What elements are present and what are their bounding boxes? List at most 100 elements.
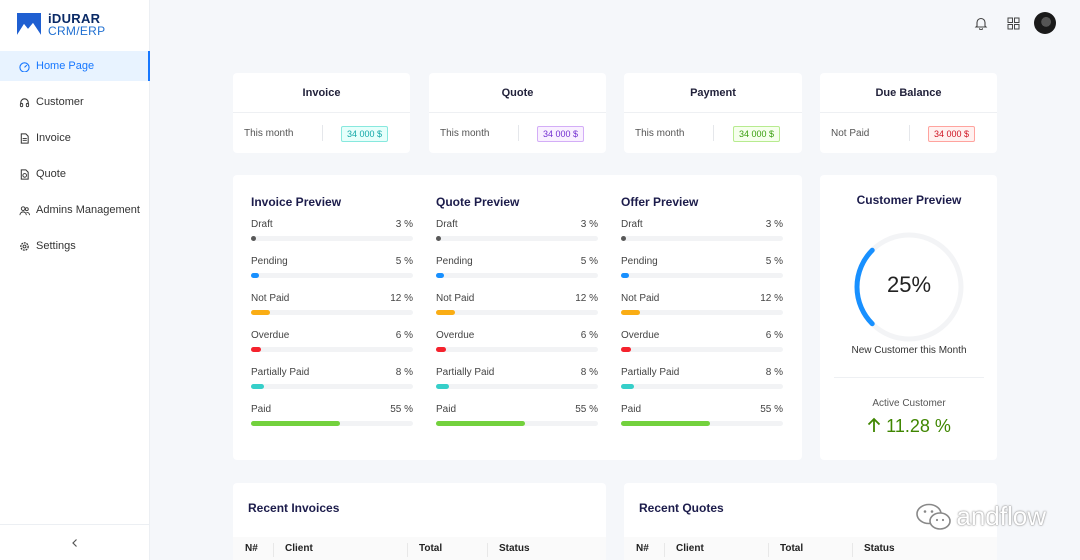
column-header[interactable]: N# bbox=[636, 543, 649, 554]
notifications-button[interactable] bbox=[970, 12, 992, 34]
progress-fill bbox=[436, 347, 446, 352]
logo[interactable]: iDURAR CRM/ERP bbox=[16, 12, 105, 38]
stat-title: Quote bbox=[429, 73, 606, 113]
recent-invoices-title: Recent Invoices bbox=[248, 501, 340, 515]
column-header[interactable]: Client bbox=[664, 537, 768, 560]
sidebar-item-label: Quote bbox=[36, 168, 66, 180]
column-header[interactable]: Status bbox=[487, 537, 563, 560]
progress-percent: 55 % bbox=[390, 404, 413, 415]
progress-label: Not Paid bbox=[251, 293, 290, 304]
column-header[interactable]: Status bbox=[852, 537, 928, 560]
column-header[interactable]: Client bbox=[273, 537, 407, 560]
customer-percent: 25% bbox=[886, 272, 932, 297]
sidebar-item-label: Home Page bbox=[36, 60, 95, 72]
sidebar-item-settings[interactable]: Settings bbox=[0, 231, 150, 261]
progress-percent: 55 % bbox=[760, 404, 783, 415]
progress-row: Draft 3 % bbox=[621, 219, 783, 256]
progress-label: Partially Paid bbox=[436, 367, 495, 378]
customer-progress-gauge bbox=[854, 232, 964, 342]
progress-fill bbox=[251, 236, 256, 241]
preview-column: Offer Preview Draft 3 % Pending 5 % Not Paid 1… bbox=[621, 195, 783, 441]
sidebar-item-invoice[interactable]: Invoice bbox=[0, 123, 150, 153]
progress-fill bbox=[251, 384, 264, 389]
progress-row: Pending 5 % bbox=[251, 256, 413, 293]
progress-track bbox=[621, 310, 783, 315]
sidebar-item-label: Admins Management bbox=[36, 204, 140, 216]
progress-fill bbox=[621, 421, 711, 426]
sidebar-item-customer[interactable]: Customer bbox=[0, 87, 150, 117]
progress-fill bbox=[436, 236, 441, 241]
preview-column: Quote Preview Draft 3 % Pending 5 % Not Paid 1… bbox=[436, 195, 598, 441]
progress-track bbox=[251, 421, 413, 426]
progress-label: Partially Paid bbox=[251, 367, 310, 378]
progress-percent: 6 % bbox=[580, 330, 598, 341]
preview-title: Quote Preview bbox=[436, 195, 520, 209]
progress-percent: 12 % bbox=[390, 293, 413, 304]
progress-track bbox=[436, 347, 598, 352]
progress-row: Partially Paid 8 % bbox=[436, 367, 598, 404]
recent-quotes-card: Recent Quotes N# Client Total Status bbox=[624, 483, 997, 560]
progress-label: Pending bbox=[436, 256, 473, 267]
progress-track bbox=[436, 384, 598, 389]
progress-percent: 8 % bbox=[395, 367, 413, 378]
arrow-up-icon bbox=[867, 417, 881, 432]
stat-title: Payment bbox=[624, 73, 802, 113]
watermark: andflow bbox=[914, 501, 1046, 532]
progress-label: Paid bbox=[621, 404, 642, 415]
progress-fill bbox=[436, 310, 456, 315]
sidebar: iDURAR CRM/ERP Home Page Customer Invoic… bbox=[0, 0, 150, 560]
progress-track bbox=[621, 236, 783, 241]
header-actions bbox=[960, 12, 1056, 34]
column-header[interactable]: N# bbox=[245, 543, 258, 554]
progress-percent: 5 % bbox=[580, 256, 598, 267]
progress-row: Overdue 6 % bbox=[251, 330, 413, 367]
progress-fill bbox=[251, 273, 260, 278]
progress-track bbox=[621, 347, 783, 352]
stat-title: Due Balance bbox=[820, 73, 997, 113]
progress-track bbox=[251, 347, 413, 352]
progress-fill bbox=[621, 384, 634, 389]
column-header[interactable]: Total bbox=[407, 537, 487, 560]
stat-value-tag: 34 000 $ bbox=[732, 126, 780, 142]
progress-label: Paid bbox=[436, 404, 457, 415]
wechat-icon bbox=[916, 503, 952, 530]
progress-row: Pending 5 % bbox=[621, 256, 783, 293]
sidebar-item-quote[interactable]: Quote bbox=[0, 159, 150, 189]
progress-percent: 3 % bbox=[765, 219, 783, 230]
apps-button[interactable] bbox=[1002, 12, 1024, 34]
progress-track bbox=[621, 384, 783, 389]
sidebar-item-home[interactable]: Home Page bbox=[0, 51, 150, 81]
progress-row: Not Paid 12 % bbox=[251, 293, 413, 330]
progress-percent: 12 % bbox=[760, 293, 783, 304]
stat-period: This month bbox=[440, 127, 490, 139]
progress-row: Partially Paid 8 % bbox=[621, 367, 783, 404]
progress-track bbox=[621, 273, 783, 278]
recent-quotes-header: N# Client Total Status bbox=[624, 537, 997, 560]
progress-row: Not Paid 12 % bbox=[436, 293, 598, 330]
column-header[interactable]: Total bbox=[768, 537, 852, 560]
progress-label: Draft bbox=[621, 219, 643, 230]
team-icon bbox=[18, 204, 30, 216]
progress-track bbox=[436, 273, 598, 278]
stat-period: Not Paid bbox=[831, 127, 870, 139]
progress-label: Not Paid bbox=[621, 293, 660, 304]
preview-title: Invoice Preview bbox=[251, 195, 342, 209]
progress-track bbox=[436, 421, 598, 426]
progress-label: Not Paid bbox=[436, 293, 475, 304]
progress-percent: 12 % bbox=[575, 293, 598, 304]
brand-name: iDURAR bbox=[48, 11, 101, 26]
avatar[interactable] bbox=[1034, 12, 1056, 34]
sidebar-collapse-button[interactable] bbox=[0, 524, 150, 560]
progress-row: Overdue 6 % bbox=[621, 330, 783, 367]
progress-fill bbox=[436, 273, 445, 278]
stat-card-quote: Quote This month 34 000 $ bbox=[429, 73, 606, 153]
sidebar-item-admins[interactable]: Admins Management bbox=[0, 195, 150, 225]
bell-icon bbox=[974, 17, 988, 30]
progress-row: Partially Paid 8 % bbox=[251, 367, 413, 404]
sidebar-item-label: Customer bbox=[36, 96, 84, 108]
file-icon bbox=[18, 132, 30, 144]
progress-label: Partially Paid bbox=[621, 367, 680, 378]
sidebar-item-label: Invoice bbox=[36, 132, 71, 144]
customer-preview-subtitle: New Customer this Month bbox=[851, 345, 967, 356]
chevron-left-icon bbox=[72, 538, 77, 547]
